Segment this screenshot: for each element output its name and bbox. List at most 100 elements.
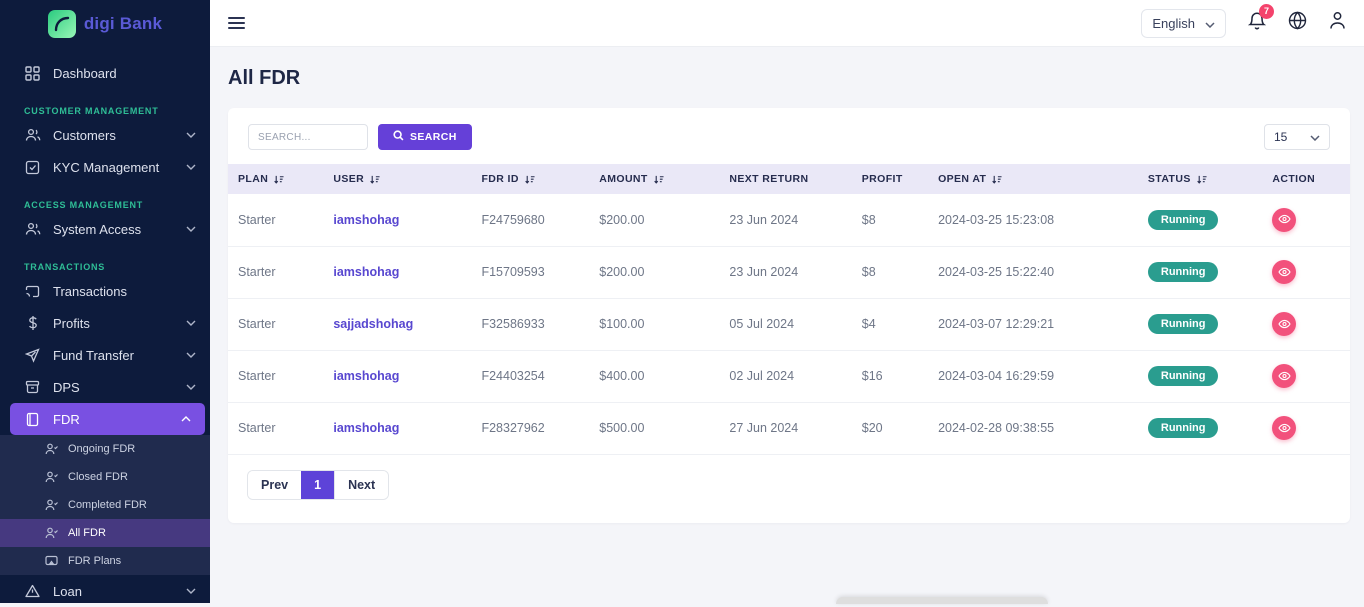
sidebar-item-label: Ongoing FDR bbox=[68, 443, 136, 455]
sidebar-section-transactions: TRANSACTIONS bbox=[24, 262, 106, 272]
column-header-amount[interactable]: AMOUNT bbox=[589, 164, 720, 194]
plan-cell: Starter bbox=[228, 298, 324, 351]
view-button[interactable] bbox=[1272, 364, 1297, 388]
send-icon bbox=[24, 347, 41, 364]
search-button[interactable]: SEARCH bbox=[378, 124, 472, 150]
user-link[interactable]: iamshohag bbox=[323, 350, 472, 403]
chevron-down-icon bbox=[1310, 130, 1320, 144]
column-header-plan[interactable]: PLAN bbox=[228, 164, 324, 194]
status-badge: Running bbox=[1147, 262, 1219, 282]
table-row: Starter iamshohag F24403254 $400.00 02 J… bbox=[228, 350, 1350, 403]
eye-icon bbox=[1278, 421, 1291, 436]
profit-cell: $16 bbox=[851, 350, 929, 403]
sidebar-item-label: Completed FDR bbox=[68, 499, 147, 511]
profit-cell: $8 bbox=[851, 194, 929, 247]
notification-count-badge: 7 bbox=[1259, 3, 1274, 19]
sidebar-item-loan[interactable]: Loan bbox=[0, 575, 210, 607]
menu-icon[interactable] bbox=[228, 17, 245, 29]
sidebar-item-fdr[interactable]: FDR bbox=[10, 403, 205, 435]
prev-page-button[interactable]: Prev bbox=[248, 470, 302, 499]
next-page-button[interactable]: Next bbox=[334, 470, 389, 499]
search-input[interactable] bbox=[248, 124, 368, 150]
user-link[interactable]: sajjadshohag bbox=[323, 298, 472, 351]
cast-icon bbox=[24, 283, 41, 300]
sidebar-item-fund-transfer[interactable]: Fund Transfer bbox=[0, 339, 210, 371]
profit-cell: $4 bbox=[851, 298, 929, 351]
next-return-cell: 23 Jun 2024 bbox=[719, 194, 852, 247]
sort-icon[interactable] bbox=[273, 174, 284, 185]
sidebar-section-access-management: ACCESS MANAGEMENT bbox=[24, 200, 144, 210]
sidebar-item-all-fdr[interactable]: All FDR bbox=[0, 519, 210, 547]
next-return-cell: 05 Jul 2024 bbox=[719, 298, 852, 351]
sidebar-item-ongoing-fdr[interactable]: Ongoing FDR bbox=[0, 435, 210, 463]
user-link[interactable]: iamshohag bbox=[323, 246, 472, 299]
sidebar-item-closed-fdr[interactable]: Closed FDR bbox=[0, 463, 210, 491]
sidebar-item-label: KYC Management bbox=[53, 159, 160, 175]
status-badge: Running bbox=[1147, 314, 1219, 334]
table-row: Starter iamshohag F28327962 $500.00 27 J… bbox=[228, 402, 1350, 455]
sidebar-item-customers[interactable]: Customers bbox=[0, 119, 210, 151]
eye-icon bbox=[1278, 369, 1291, 384]
sort-icon[interactable] bbox=[524, 174, 535, 185]
person-check-icon bbox=[44, 498, 58, 512]
column-header-open-at[interactable]: OPEN AT bbox=[928, 164, 1138, 194]
sidebar-item-transactions[interactable]: Transactions bbox=[0, 275, 210, 307]
sort-icon[interactable] bbox=[991, 174, 1002, 185]
status-badge: Running bbox=[1147, 209, 1219, 230]
column-header-status[interactable]: STATUS bbox=[1137, 164, 1263, 194]
table-row: Starter iamshohag F15709593 $200.00 23 J… bbox=[228, 246, 1350, 299]
warning-triangle-icon bbox=[24, 583, 41, 600]
view-button[interactable] bbox=[1272, 416, 1297, 440]
user-link[interactable]: iamshohag bbox=[323, 194, 472, 247]
sidebar-item-fdr-plans[interactable]: FDR Plans bbox=[0, 547, 210, 575]
amount-cell: $100.00 bbox=[589, 298, 720, 351]
fdr-id-cell: F24759680 bbox=[471, 194, 590, 247]
main-area: English 7 All FDR SEARCH bbox=[210, 0, 1364, 603]
fdr-id-cell: F15709593 bbox=[471, 246, 590, 299]
sidebar-item-system-access[interactable]: System Access bbox=[0, 213, 210, 245]
language-select[interactable]: English bbox=[1141, 8, 1226, 38]
brand-name: digi Bank bbox=[83, 13, 163, 33]
amount-cell: $400.00 bbox=[589, 350, 720, 403]
search-icon bbox=[393, 130, 404, 144]
amount-cell: $200.00 bbox=[589, 194, 720, 247]
sidebar-item-label: Loan bbox=[53, 583, 82, 599]
sort-icon[interactable] bbox=[369, 174, 380, 185]
profile-button[interactable] bbox=[1329, 11, 1346, 35]
status-badge: Running bbox=[1147, 366, 1219, 386]
per-page-select[interactable]: 15 bbox=[1264, 124, 1330, 150]
sidebar-item-label: FDR bbox=[53, 411, 80, 427]
sidebar-item-label: Profits bbox=[53, 315, 90, 331]
column-header-fdr-id[interactable]: FDR ID bbox=[471, 164, 590, 194]
sidebar-item-kyc-management[interactable]: KYC Management bbox=[0, 151, 210, 183]
sidebar-item-completed-fdr[interactable]: Completed FDR bbox=[0, 491, 210, 519]
globe-button[interactable] bbox=[1288, 11, 1307, 35]
column-header-user[interactable]: USER bbox=[323, 164, 472, 194]
sort-icon[interactable] bbox=[653, 174, 664, 185]
sidebar-item-dashboard[interactable]: Dashboard bbox=[0, 57, 210, 89]
sort-icon[interactable] bbox=[1196, 174, 1207, 185]
sidebar-item-label: Dashboard bbox=[53, 65, 117, 81]
fdr-table: PLAN USER FDR ID AMOUNT NEXT RETURN PROF… bbox=[228, 164, 1350, 455]
sidebar-item-label: Fund Transfer bbox=[53, 347, 134, 363]
sidebar-section-customer-management: CUSTOMER MANAGEMENT bbox=[24, 106, 159, 116]
brand[interactable]: digi Bank bbox=[0, 0, 210, 47]
fdr-submenu: Ongoing FDR Closed FDR Completed FDR All… bbox=[0, 435, 210, 575]
chevron-up-icon bbox=[181, 416, 191, 422]
eye-icon bbox=[1278, 265, 1291, 280]
sidebar-item-label: System Access bbox=[53, 221, 142, 237]
sidebar-nav: Dashboard CUSTOMER MANAGEMENT Customers … bbox=[0, 47, 210, 607]
users-icon bbox=[24, 127, 41, 144]
view-button[interactable] bbox=[1272, 312, 1297, 336]
notifications-button[interactable]: 7 bbox=[1247, 3, 1274, 36]
sidebar-item-dps[interactable]: DPS bbox=[0, 371, 210, 403]
amount-cell: $200.00 bbox=[589, 246, 720, 299]
view-button[interactable] bbox=[1272, 207, 1297, 232]
view-button[interactable] bbox=[1272, 260, 1297, 284]
user-link[interactable]: iamshohag bbox=[323, 402, 472, 455]
current-page-button[interactable]: 1 bbox=[301, 470, 335, 499]
sidebar-item-profits[interactable]: Profits bbox=[0, 307, 210, 339]
table-row: Starter sajjadshohag F32586933 $100.00 0… bbox=[228, 298, 1350, 351]
page-title: All FDR bbox=[228, 67, 301, 89]
check-square-icon bbox=[24, 159, 41, 176]
